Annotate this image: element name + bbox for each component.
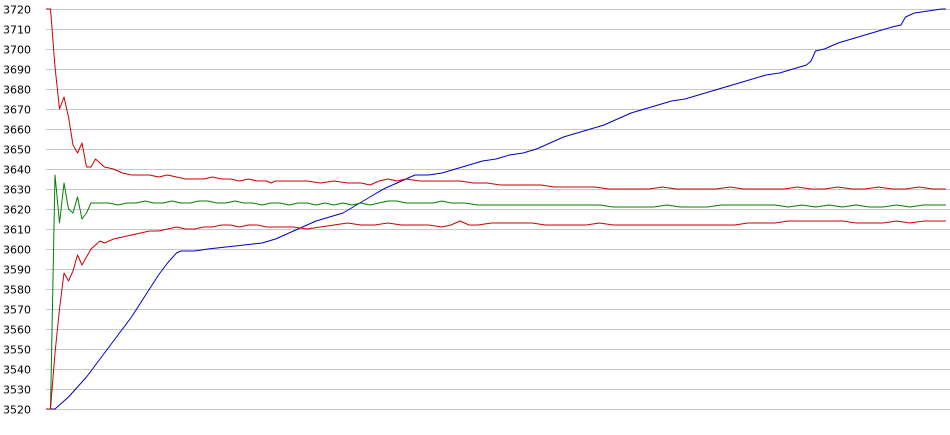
- y-tick-label: 3540: [3, 364, 31, 377]
- y-tick-label: 3670: [3, 104, 31, 117]
- y-tick-label: 3520: [3, 404, 31, 417]
- y-tick-label: 3710: [3, 24, 31, 37]
- y-tick-label: 3530: [3, 384, 31, 397]
- y-tick-label: 3650: [3, 144, 31, 157]
- series-line-1: [46, 8, 946, 410]
- y-tick-label: 3600: [3, 244, 31, 257]
- y-tick-label: 3590: [3, 264, 31, 277]
- y-tick-label: 3560: [3, 324, 31, 337]
- y-tick-label: 3610: [3, 224, 31, 237]
- y-tick-label: 3640: [3, 164, 31, 177]
- series-line-3: [46, 174, 946, 410]
- series-line-2: [46, 8, 946, 190]
- y-tick-label: 3700: [3, 44, 31, 57]
- y-axis-tick-labels: 3520 3530 3540 3550 3560 3570 3580 3590 3600 3610…: [3, 4, 31, 417]
- y-tick-label: 3690: [3, 64, 31, 77]
- y-tick-label: 3630: [3, 184, 31, 197]
- y-tick-label: 3550: [3, 344, 31, 357]
- y-tick-label: 3680: [3, 84, 31, 97]
- y-tick-label: 3580: [3, 284, 31, 297]
- series-line-4: [46, 220, 946, 410]
- y-tick-label: 3660: [3, 124, 31, 137]
- series-lines: [46, 8, 946, 410]
- y-tick-label: 3570: [3, 304, 31, 317]
- grid-lines: [46, 9, 950, 410]
- y-tick-label: 3620: [3, 204, 31, 217]
- y-tick-label: 3720: [3, 4, 31, 17]
